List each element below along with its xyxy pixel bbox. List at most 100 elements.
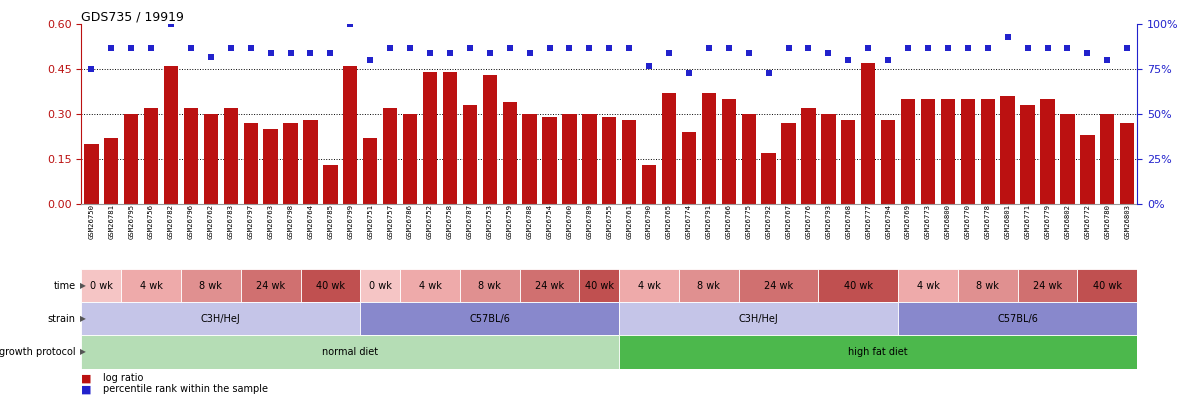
Text: GSM26800: GSM26800 [944, 204, 950, 239]
Bar [81, 269, 121, 302]
Text: 40 wk: 40 wk [844, 281, 873, 290]
Text: GSM26777: GSM26777 [865, 204, 871, 239]
Bar [619, 302, 898, 335]
Bar [104, 138, 119, 204]
Bar [861, 63, 875, 204]
Bar [1001, 96, 1015, 204]
Text: GSM26787: GSM26787 [467, 204, 473, 239]
Point [461, 45, 480, 51]
Bar [243, 123, 257, 204]
Point [162, 21, 181, 28]
Text: normal diet: normal diet [322, 347, 378, 357]
Text: GSM26789: GSM26789 [587, 204, 593, 239]
Text: 24 wk: 24 wk [1033, 281, 1062, 290]
Bar [602, 117, 616, 204]
Bar [980, 99, 995, 204]
Point [639, 62, 658, 69]
Bar [961, 99, 976, 204]
Bar [801, 108, 815, 204]
Text: GSM26754: GSM26754 [547, 204, 553, 239]
Text: ■: ■ [81, 384, 92, 394]
Point [300, 50, 320, 56]
Bar [144, 108, 158, 204]
Point [360, 57, 379, 64]
Text: GSM26791: GSM26791 [706, 204, 712, 239]
Text: GSM26773: GSM26773 [925, 204, 931, 239]
Text: ▶: ▶ [80, 314, 86, 323]
Text: GSM26785: GSM26785 [328, 204, 334, 239]
Bar [263, 129, 278, 204]
Text: GSM26770: GSM26770 [965, 204, 971, 239]
Bar [184, 108, 199, 204]
Text: GSM26752: GSM26752 [427, 204, 433, 239]
Text: GSM26751: GSM26751 [367, 204, 373, 239]
Text: percentile rank within the sample: percentile rank within the sample [103, 384, 268, 394]
Text: 4 wk: 4 wk [140, 281, 163, 290]
Bar [403, 114, 418, 204]
Text: C57BL/6: C57BL/6 [469, 314, 510, 324]
Bar [519, 269, 579, 302]
Point [620, 45, 639, 51]
Bar [662, 93, 676, 204]
Bar [482, 75, 497, 204]
Text: 8 wk: 8 wk [479, 281, 502, 290]
Text: 24 wk: 24 wk [764, 281, 794, 290]
Point [341, 21, 360, 28]
Bar [739, 269, 819, 302]
Bar [303, 120, 317, 204]
Bar [503, 102, 517, 204]
Text: GSM26798: GSM26798 [287, 204, 293, 239]
Text: ▶: ▶ [80, 281, 86, 290]
Point [201, 53, 220, 60]
Text: GSM26761: GSM26761 [626, 204, 632, 239]
Text: GSM26763: GSM26763 [268, 204, 274, 239]
Point [141, 45, 160, 51]
Text: GSM26774: GSM26774 [686, 204, 692, 239]
Text: 24 wk: 24 wk [535, 281, 564, 290]
Point [440, 50, 460, 56]
Point [1038, 45, 1057, 51]
Point [241, 45, 260, 51]
Bar [622, 120, 637, 204]
Text: 8 wk: 8 wk [200, 281, 223, 290]
Bar [679, 269, 739, 302]
Text: 8 wk: 8 wk [698, 281, 721, 290]
Bar [81, 335, 619, 369]
Point [261, 50, 280, 56]
Text: 0 wk: 0 wk [369, 281, 391, 290]
Point [281, 50, 300, 56]
Point [739, 50, 758, 56]
Bar [901, 99, 916, 204]
Point [699, 45, 718, 51]
Bar [241, 269, 300, 302]
Text: GSM26758: GSM26758 [446, 204, 452, 239]
Bar [121, 269, 181, 302]
Point [420, 50, 439, 56]
Text: GSM26783: GSM26783 [227, 204, 233, 239]
Text: GDS735 / 19919: GDS735 / 19919 [81, 10, 184, 23]
Text: GSM26781: GSM26781 [108, 204, 114, 239]
Text: GSM26772: GSM26772 [1084, 204, 1090, 239]
Bar [383, 108, 397, 204]
Bar [582, 114, 596, 204]
Bar [941, 99, 955, 204]
Text: GSM26776: GSM26776 [806, 204, 812, 239]
Point [381, 45, 400, 51]
Text: GSM26760: GSM26760 [566, 204, 572, 239]
Text: GSM26757: GSM26757 [387, 204, 393, 239]
Bar [1080, 135, 1094, 204]
Point [660, 50, 679, 56]
Text: GSM26799: GSM26799 [347, 204, 353, 239]
Bar [181, 269, 241, 302]
Text: 4 wk: 4 wk [419, 281, 442, 290]
Bar [642, 165, 656, 204]
Text: GSM26801: GSM26801 [1004, 204, 1010, 239]
Bar [81, 302, 360, 335]
Text: GSM26790: GSM26790 [646, 204, 652, 239]
Point [540, 45, 559, 51]
Text: 40 wk: 40 wk [585, 281, 614, 290]
Bar [203, 114, 218, 204]
Bar [841, 120, 856, 204]
Point [918, 45, 937, 51]
Bar [542, 117, 557, 204]
